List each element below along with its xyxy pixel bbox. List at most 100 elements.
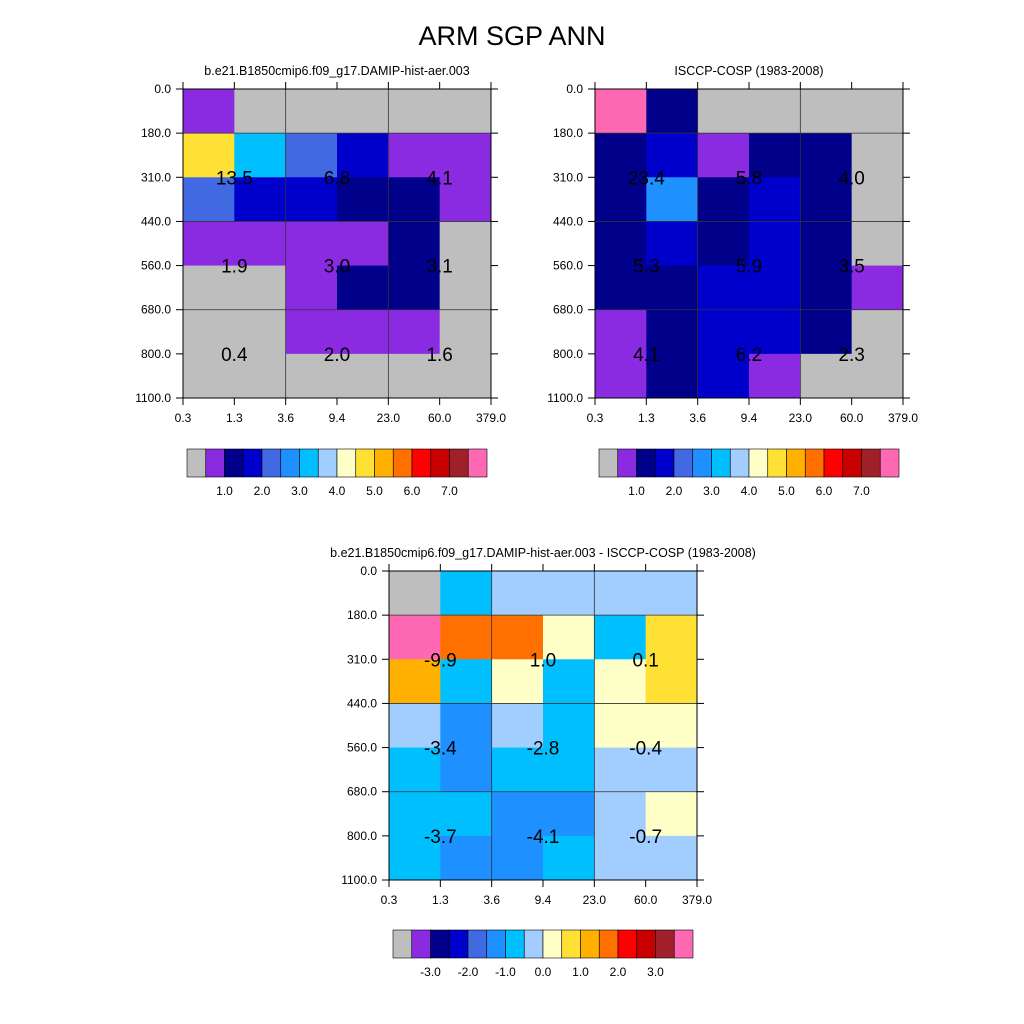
x-tick-label: 9.4 — [329, 411, 346, 425]
colorbar-box — [636, 929, 656, 959]
colorbar-label: 7.0 — [441, 484, 458, 498]
heatmap-cell — [439, 177, 492, 222]
colorbar-label: 7.0 — [853, 484, 870, 498]
heatmap-cell — [800, 265, 853, 311]
x-tick-label: 1.3 — [638, 411, 655, 425]
heatmap-cell — [594, 835, 647, 881]
heatmap-cell — [749, 353, 801, 399]
y-tick-label: 0.0 — [360, 564, 377, 578]
colorbar-box — [505, 929, 525, 959]
colorbar-box — [823, 448, 844, 478]
colorbar-box — [299, 448, 319, 478]
panels: b.e21.B1850cmip6.f09_g17.DAMIP-hist-aer.… — [135, 64, 918, 979]
colorbar-label: 2.0 — [610, 965, 627, 979]
heatmap-cell — [491, 615, 544, 660]
heatmap-cell — [594, 703, 647, 749]
cell-value-label: 2.0 — [324, 345, 350, 366]
colorbar-label: -1.0 — [495, 965, 516, 979]
colorbar-box — [467, 929, 488, 959]
heatmap-cell — [439, 221, 492, 267]
heatmap-cell — [697, 133, 750, 178]
heatmap-cell — [697, 309, 750, 355]
cell-value-label: 23.4 — [628, 168, 665, 189]
heatmap-cell — [337, 265, 389, 311]
colorbar-label: 1.0 — [572, 965, 589, 979]
colorbar-box — [542, 929, 563, 959]
colorbar-box — [467, 448, 488, 478]
heatmap-cell — [440, 747, 493, 793]
heatmap-cell — [234, 309, 287, 355]
panel-2: ISCCP-COSP (1983-2008) 0.0 180.0 310.0 440.0… — [547, 64, 918, 498]
heatmap-cell — [183, 89, 235, 134]
colorbar-box — [654, 448, 675, 478]
x-tick-label: 1.3 — [432, 893, 449, 907]
heatmap-cell — [183, 309, 235, 355]
x-tick-label: 3.6 — [277, 411, 294, 425]
x-tick-label: 379.0 — [476, 411, 506, 425]
heatmap-cell — [388, 177, 441, 222]
heatmap-cell — [851, 133, 904, 178]
y-tick-label: 1100.0 — [135, 391, 171, 405]
heatmap-cell — [543, 835, 595, 881]
heatmap-cell — [491, 703, 544, 749]
y-tick-label: 440.0 — [141, 214, 171, 228]
heatmap-cell — [697, 177, 750, 222]
heatmap-cell — [389, 703, 441, 749]
colorbar-box — [486, 929, 506, 959]
y-tick-label: 180.0 — [141, 126, 171, 140]
heatmap-cell — [646, 133, 699, 178]
y-tick-label: 310.0 — [347, 652, 377, 666]
colorbar-label: 2.0 — [666, 484, 683, 498]
x-tick-label: 0.3 — [175, 411, 192, 425]
y-tick-label: 310.0 — [553, 170, 583, 184]
cell-value-label: 4.1 — [426, 168, 452, 189]
heatmap-cell — [183, 133, 235, 178]
heatmap-cell — [388, 221, 441, 267]
heatmap-cell — [337, 177, 389, 222]
colorbar-box — [242, 448, 263, 478]
heatmap-cell — [645, 791, 698, 837]
heatmap-cell — [543, 703, 595, 749]
colorbar-label: 1.0 — [628, 484, 645, 498]
cell-value-label: 3.1 — [426, 257, 452, 278]
heatmap-cell — [388, 309, 441, 355]
cell-value-label: -0.7 — [629, 827, 662, 848]
heatmap-cell — [851, 265, 904, 311]
heatmap-cell — [594, 791, 647, 837]
colorbar-label: 5.0 — [366, 484, 383, 498]
cell-value-label: 1.0 — [530, 650, 556, 671]
heatmap-cell — [543, 747, 595, 793]
heatmap-cell — [595, 353, 647, 399]
heatmap-cell — [595, 265, 647, 311]
x-tick-label: 60.0 — [428, 411, 452, 425]
colorbar-box — [205, 448, 225, 478]
x-tick-label: 23.0 — [377, 411, 401, 425]
y-tick-label: 800.0 — [141, 347, 171, 361]
heatmap-cell — [851, 177, 904, 222]
cell-value-label: 1.9 — [221, 257, 247, 278]
colorbar-label: 4.0 — [329, 484, 346, 498]
colorbar-box — [317, 448, 338, 478]
y-tick-label: 560.0 — [347, 741, 377, 755]
heatmap-cell — [594, 571, 647, 616]
x-tick-label: 0.3 — [587, 411, 604, 425]
y-tick-label: 0.0 — [154, 82, 171, 96]
colorbar-label: 6.0 — [816, 484, 833, 498]
y-tick-label: 180.0 — [347, 608, 377, 622]
colorbar: 1.0 2.0 3.0 4.0 5.0 6.0 7.0 — [186, 448, 488, 498]
heatmap-cell — [749, 177, 801, 222]
x-tick-label: 379.0 — [888, 411, 918, 425]
y-tick-label: 1100.0 — [547, 391, 583, 405]
heatmap-cell — [800, 221, 853, 267]
colorbar-box — [280, 448, 300, 478]
heatmap-cell — [439, 133, 492, 178]
y-tick-label: 1100.0 — [341, 873, 377, 887]
colorbar-box — [804, 448, 825, 478]
panel-title: b.e21.B1850cmip6.f09_g17.DAMIP-hist-aer.… — [204, 64, 469, 78]
heatmap-cell — [543, 659, 595, 704]
y-tick-label: 440.0 — [347, 696, 377, 710]
colorbar-box — [355, 448, 375, 478]
cell-value-label: -4.1 — [527, 827, 560, 848]
heatmap-cell — [389, 835, 441, 881]
